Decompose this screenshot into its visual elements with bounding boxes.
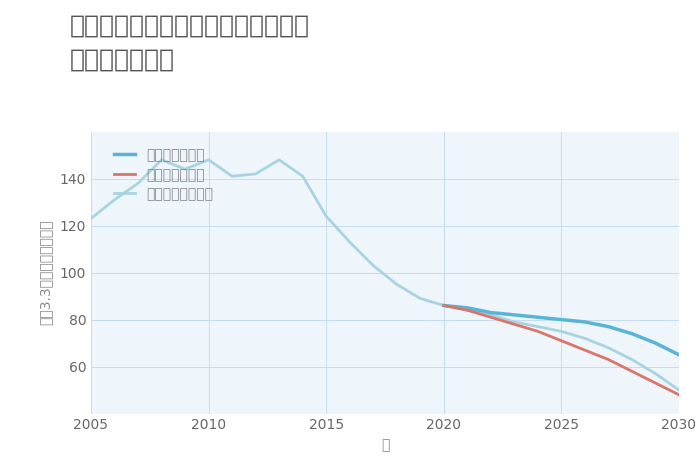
X-axis label: 年: 年 — [381, 438, 389, 452]
Text: 神奈川県横浜市南区井土ヶ谷下町の
土地の価格推移: 神奈川県横浜市南区井土ヶ谷下町の 土地の価格推移 — [70, 14, 310, 71]
Y-axis label: 坪（3.3㎡）単価（万円）: 坪（3.3㎡）単価（万円） — [38, 220, 52, 325]
Legend: グッドシナリオ, バッドシナリオ, ノーマルシナリオ: グッドシナリオ, バッドシナリオ, ノーマルシナリオ — [110, 144, 217, 206]
